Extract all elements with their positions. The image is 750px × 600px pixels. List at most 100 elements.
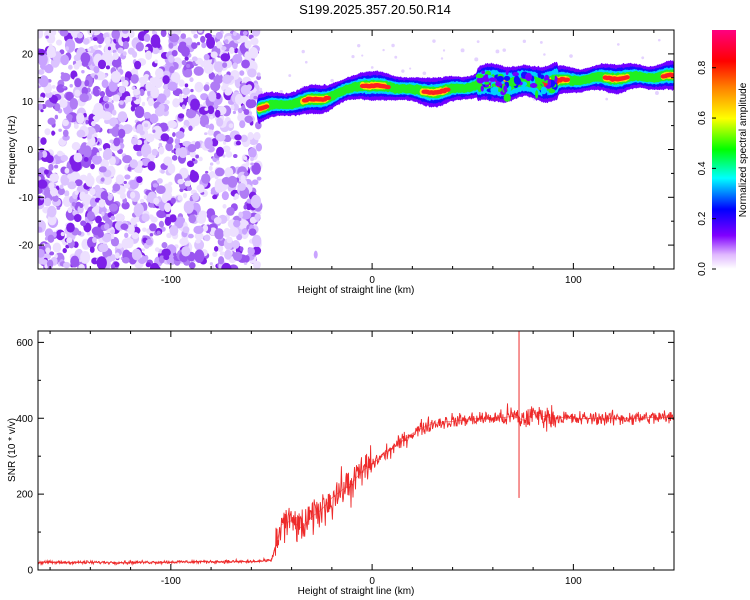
noise-speck [131,50,138,58]
snr-series-group [38,331,674,566]
noise-speck [218,71,222,76]
noise-speck [145,50,153,61]
noise-speck [131,232,139,240]
noise-speck [84,117,89,121]
noise-speck [382,48,385,52]
noise-speck [134,60,142,70]
noise-speck [121,79,129,87]
noise-speck [133,203,144,218]
noise-speck [49,251,55,256]
noise-speck [212,251,218,258]
signal-mark [505,68,509,76]
noise-speck [89,188,96,196]
noise-speck [158,220,165,228]
noise-speck [38,103,43,111]
noise-speck [222,204,227,209]
noise-speck [92,36,98,42]
noise-speck [103,149,111,158]
noise-speck [38,151,43,159]
noise-speck [156,178,163,184]
noise-speck [149,77,157,84]
noise-speck [100,177,105,182]
noise-speck [255,143,263,152]
noise-speck [253,95,258,100]
noise-speck [121,201,130,210]
noise-speck [251,162,261,175]
noise-speck [38,187,43,194]
spectrogram-signal-track [256,60,674,125]
spectrogram-noise-field [38,30,664,269]
noise-speck [62,129,69,138]
noise-speck [181,246,191,257]
noise-speck [58,128,62,132]
noise-speck [142,227,147,232]
noise-speck [228,123,234,129]
noise-speck [122,155,133,164]
noise-speck [161,248,171,257]
spectrogram-x-axis-title: Height of straight line (km) [298,285,415,296]
noise-speck [182,192,187,199]
noise-speck [51,85,56,89]
noise-speck [47,214,57,226]
noise-speck [79,93,89,103]
signal-mark [551,74,555,81]
noise-speck [351,54,355,59]
noise-speck [162,75,170,85]
noise-speck [147,161,156,171]
noise-speck [73,63,80,70]
noise-speck [182,94,188,99]
noise-speck [172,98,180,108]
noise-speck [304,60,308,64]
noise-speck [241,224,245,229]
noise-speck [247,68,257,78]
noise-speck [67,207,73,214]
noise-speck [222,145,231,153]
noise-speck [156,42,161,49]
noise-speck [233,196,237,201]
noise-speck [154,59,158,64]
noise-speck [47,234,55,243]
noise-speck [119,192,126,200]
noise-speck [204,107,209,111]
noise-speck [242,30,248,36]
noise-speck [82,38,90,45]
noise-speck [65,46,69,51]
noise-speck [227,175,238,188]
noise-speck [209,115,214,120]
noise-speck [210,81,221,92]
noise-speck [143,30,149,34]
noise-speck [143,73,150,82]
noise-speck [76,129,86,138]
noise-speck [194,249,205,263]
noise-speck [80,250,91,264]
noise-speck [167,163,176,175]
noise-speck [92,44,99,50]
noise-speck [177,113,185,119]
noise-speck [74,89,81,97]
noise-speck [122,30,129,34]
noise-speck [133,143,142,152]
noise-speck [201,42,207,49]
noise-speck [233,47,239,54]
noise-speck [40,109,44,113]
noise-speck [256,75,262,81]
noise-speck [394,55,398,59]
noise-speck [224,88,232,96]
noise-speck [81,60,89,67]
noise-speck [216,41,223,49]
noise-speck [172,132,176,138]
noise-speck [169,225,179,237]
noise-speck [92,88,100,96]
noise-speck [237,182,246,191]
signal-mark [444,87,451,92]
colorbar-label: Normalized spectral amplitude [738,82,749,217]
noise-speck [143,139,148,145]
noise-speck [422,71,427,76]
noise-speck [248,99,257,108]
noise-speck [232,251,243,262]
noise-speck [71,142,81,151]
noise-speck [170,72,181,84]
noise-speck [177,195,182,201]
noise-speck [129,159,138,169]
